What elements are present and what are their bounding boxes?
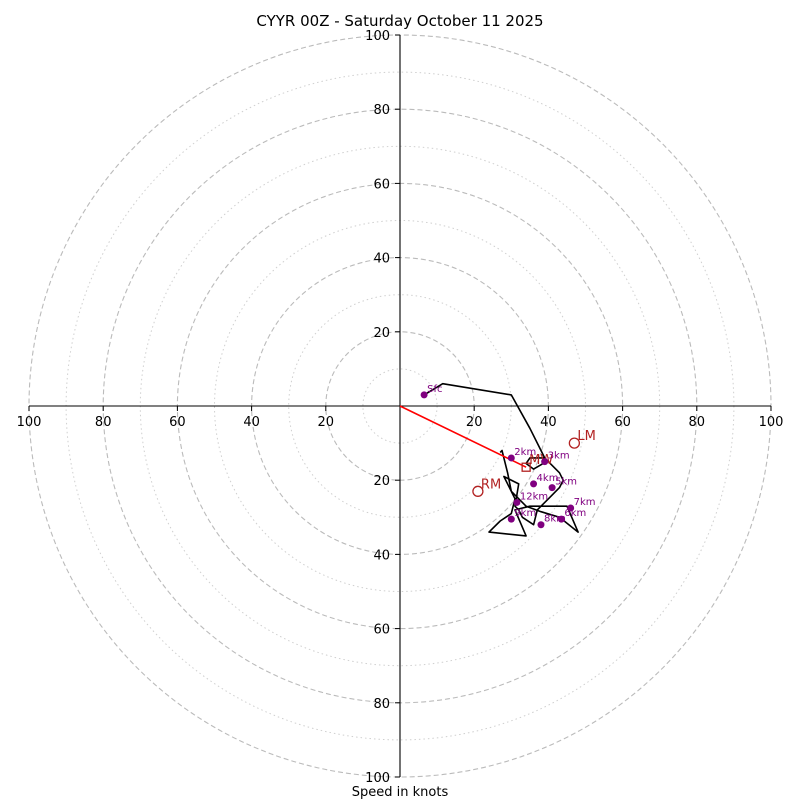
- height-label-5km: 5km: [555, 477, 577, 488]
- y-tick-label: 20: [373, 474, 390, 489]
- axis-ticks: 100 80 60 40 20 20 40 60 80 100 100 80 60 40 20 20 40 60 8…: [17, 29, 784, 786]
- storm-motion-group: RM LM MW: [399, 405, 596, 497]
- height-marker-4km: [530, 480, 538, 488]
- height-label-7km: 7km: [574, 497, 596, 508]
- height-label-12km: 12km: [520, 491, 548, 502]
- y-tick-label: 100: [365, 771, 390, 786]
- height-marker-8km: [537, 521, 545, 529]
- x-tick-label: 40: [243, 415, 260, 430]
- height-label-2km: 2km: [514, 447, 536, 458]
- height-label-6km: 6km: [564, 508, 586, 519]
- x-tick-label: 40: [540, 415, 557, 430]
- x-tick-label: 60: [614, 415, 631, 430]
- x-tick-label: 100: [759, 415, 784, 430]
- y-tick-label: 40: [373, 548, 390, 563]
- mean-wind-marker: [521, 462, 531, 472]
- height-marker-3km: [541, 458, 549, 466]
- bunkers-right-label: RM: [481, 477, 501, 492]
- height-label-9km: 9km: [514, 508, 536, 519]
- x-tick-label: 20: [318, 415, 335, 430]
- height-marker-2km: [507, 454, 515, 462]
- x-tick-label: 100: [17, 415, 42, 430]
- x-tick-label: 20: [466, 415, 483, 430]
- bunkers-right-marker: [472, 485, 484, 497]
- height-label-4km: 4km: [537, 473, 559, 484]
- y-tick-label: 80: [373, 103, 390, 118]
- height-marker-Sfc: [420, 391, 428, 399]
- y-tick-label: 100: [365, 29, 390, 44]
- mean-wind-label: MW: [529, 453, 553, 468]
- height-marker-6km: [557, 515, 565, 523]
- x-tick-label: 60: [169, 415, 186, 430]
- bunkers-left-marker: [568, 437, 581, 449]
- bunkers-left-label: LM: [577, 429, 595, 444]
- chart-title: CYYR 00Z - Saturday October 11 2025: [256, 12, 543, 30]
- y-tick-label: 60: [373, 623, 390, 638]
- y-tick-label: 80: [373, 697, 390, 712]
- height-label-Sfc: Sfc: [427, 384, 442, 395]
- x-axis-label: Speed in knots: [352, 785, 449, 800]
- y-tick-label: 60: [373, 177, 390, 192]
- height-marker-9km: [507, 515, 515, 523]
- x-tick-label: 80: [95, 415, 112, 430]
- height-marker-12km: [513, 498, 521, 506]
- height-label-3km: 3km: [548, 451, 570, 462]
- y-tick-label: 20: [373, 326, 390, 341]
- height-marker-5km: [548, 484, 556, 492]
- height-label-8km: 8km: [544, 514, 566, 525]
- x-tick-label: 80: [689, 415, 706, 430]
- y-tick-label: 40: [373, 252, 390, 267]
- storm-motion-vector: [399, 405, 527, 468]
- height-marker-7km: [567, 504, 575, 512]
